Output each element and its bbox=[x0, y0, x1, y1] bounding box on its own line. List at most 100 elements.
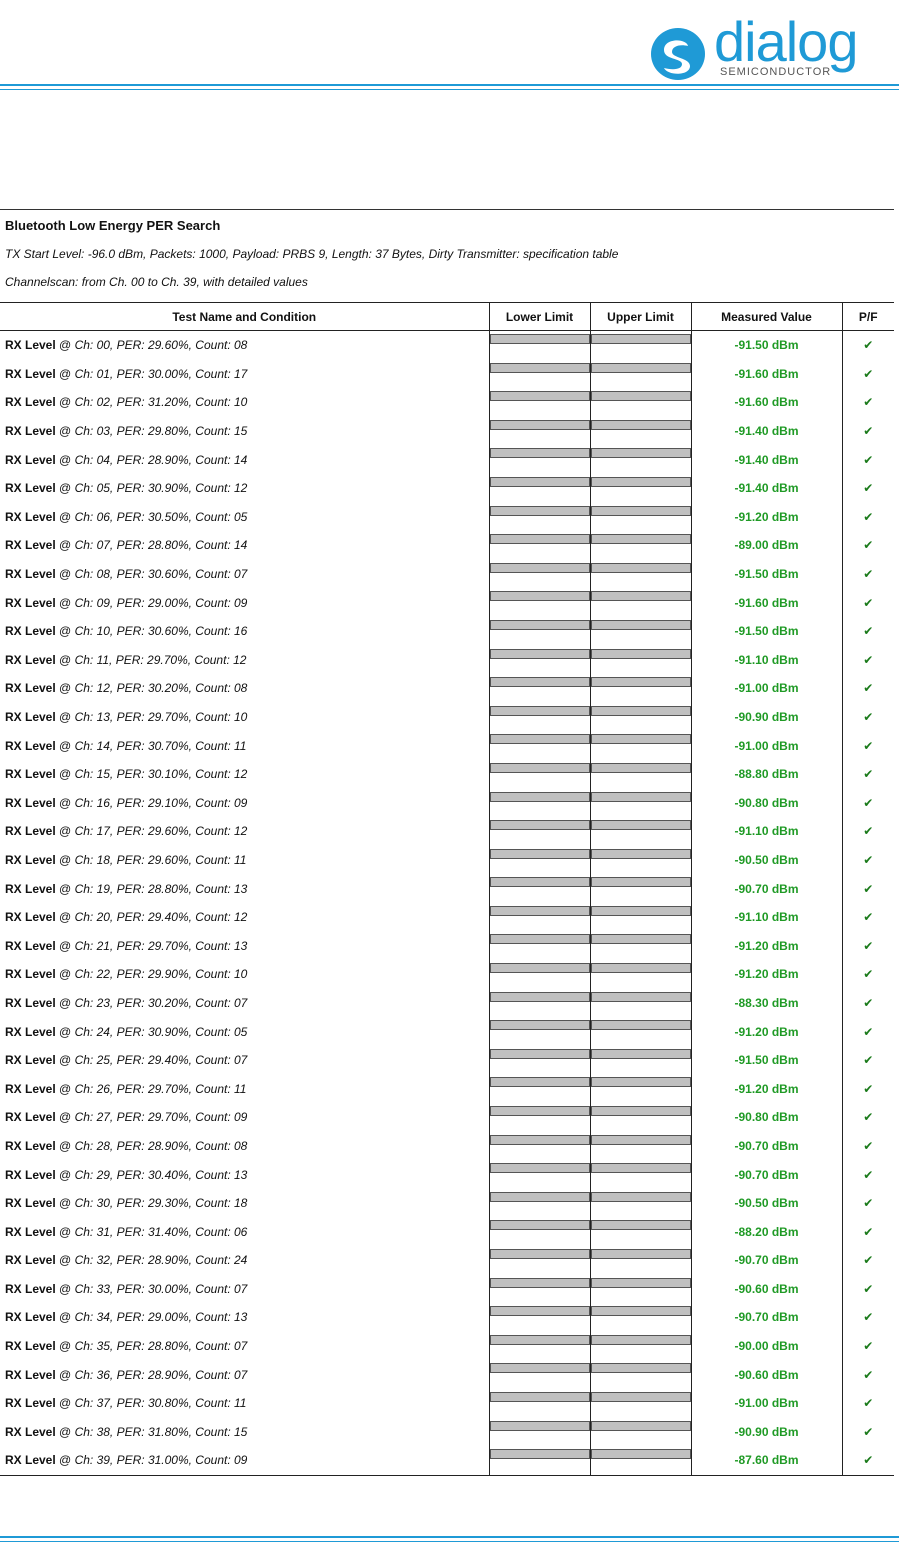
table-row: RX Level @ Ch: 29, PER: 30.40%, Count: 1… bbox=[0, 1160, 894, 1189]
test-name-at: @ bbox=[59, 1424, 72, 1439]
check-icon: ✔ bbox=[841, 731, 894, 760]
measured-value: -91.20 dBm bbox=[690, 1074, 842, 1104]
test-name-at: @ bbox=[59, 767, 72, 782]
lower-limit-cell bbox=[488, 502, 590, 532]
check-icon: ✔ bbox=[841, 531, 894, 560]
upper-limit-empty-bar bbox=[590, 619, 691, 630]
lower-limit-cell bbox=[488, 1017, 590, 1046]
test-name-cell: RX Level @ Ch: 07, PER: 28.80%, Count: 1… bbox=[0, 531, 489, 560]
measured-value: -91.50 dBm bbox=[690, 616, 842, 646]
upper-limit-cell bbox=[589, 1017, 691, 1046]
test-name-at: @ bbox=[59, 424, 72, 439]
upper-limit-cell bbox=[589, 1446, 691, 1476]
lower-limit-cell bbox=[488, 588, 590, 617]
upper-limit-cell bbox=[589, 1160, 691, 1189]
upper-limit-cell bbox=[589, 416, 691, 446]
lower-limit-empty-bar bbox=[489, 334, 590, 344]
test-name-cell: RX Level @ Ch: 16, PER: 29.10%, Count: 0… bbox=[0, 789, 489, 818]
lower-limit-cell bbox=[488, 1446, 590, 1476]
lower-limit-cell bbox=[488, 731, 590, 760]
lower-limit-cell bbox=[488, 1188, 590, 1218]
test-name-cell: RX Level @ Ch: 21, PER: 29.70%, Count: 1… bbox=[0, 931, 489, 960]
check-icon: ✔ bbox=[841, 1360, 894, 1389]
test-condition: Ch: 01, PER: 30.00%, Count: 17 bbox=[74, 366, 248, 381]
measured-value: -90.80 dBm bbox=[690, 1103, 842, 1132]
test-name-label: RX Level bbox=[5, 567, 56, 582]
test-name-label: RX Level bbox=[5, 1310, 56, 1325]
lower-limit-cell bbox=[488, 674, 590, 703]
test-condition: Ch: 16, PER: 29.10%, Count: 09 bbox=[74, 795, 248, 810]
check-icon: ✔ bbox=[841, 1017, 894, 1046]
check-icon: ✔ bbox=[841, 960, 894, 989]
test-name-at: @ bbox=[59, 1196, 72, 1211]
lower-limit-empty-bar bbox=[489, 791, 590, 802]
upper-limit-empty-bar bbox=[590, 848, 691, 859]
section-top-rule bbox=[0, 209, 894, 210]
measured-value: -90.70 dBm bbox=[690, 1160, 842, 1189]
lower-limit-cell bbox=[488, 1103, 590, 1132]
test-name-cell: RX Level @ Ch: 01, PER: 30.00%, Count: 1… bbox=[0, 360, 489, 389]
upper-limit-empty-bar bbox=[590, 505, 691, 516]
lower-limit-cell bbox=[488, 359, 590, 389]
test-name-cell: RX Level @ Ch: 30, PER: 29.30%, Count: 1… bbox=[0, 1189, 489, 1218]
test-name-label: RX Level bbox=[5, 1110, 56, 1125]
upper-limit-empty-bar bbox=[590, 1391, 691, 1402]
measured-value: -91.20 dBm bbox=[690, 931, 842, 961]
test-name-cell: RX Level @ Ch: 19, PER: 28.80%, Count: 1… bbox=[0, 874, 489, 903]
test-condition: Ch: 26, PER: 29.70%, Count: 11 bbox=[74, 1081, 247, 1096]
measured-value: -90.90 dBm bbox=[690, 702, 842, 732]
table-row: RX Level @ Ch: 01, PER: 30.00%, Count: 1… bbox=[0, 359, 894, 389]
test-name-cell: RX Level @ Ch: 15, PER: 30.10%, Count: 1… bbox=[0, 760, 489, 789]
check-icon: ✔ bbox=[841, 1446, 894, 1476]
measured-value: -91.10 dBm bbox=[690, 902, 842, 932]
check-icon: ✔ bbox=[841, 1131, 894, 1161]
test-name-label: RX Level bbox=[5, 852, 56, 867]
lower-limit-cell bbox=[488, 416, 590, 446]
test-name-at: @ bbox=[59, 1138, 72, 1153]
lower-limit-cell bbox=[488, 473, 590, 503]
lower-limit-cell bbox=[488, 616, 590, 646]
upper-limit-empty-bar bbox=[590, 877, 691, 888]
upper-limit-empty-bar bbox=[590, 534, 691, 545]
lower-limit-cell bbox=[488, 960, 590, 989]
check-icon: ✔ bbox=[841, 588, 894, 617]
table-row: RX Level @ Ch: 25, PER: 29.40%, Count: 0… bbox=[0, 1045, 894, 1075]
upper-limit-empty-bar bbox=[590, 1077, 691, 1088]
test-name-label: RX Level bbox=[5, 710, 56, 725]
upper-limit-empty-bar bbox=[590, 476, 691, 487]
test-condition: Ch: 37, PER: 30.80%, Count: 11 bbox=[74, 1396, 247, 1411]
table-row: RX Level @ Ch: 28, PER: 28.90%, Count: 0… bbox=[0, 1131, 894, 1161]
measured-value: -91.10 dBm bbox=[690, 817, 842, 846]
test-name-label: RX Level bbox=[5, 1253, 56, 1268]
lower-limit-cell bbox=[488, 388, 590, 417]
upper-limit-empty-bar bbox=[590, 648, 691, 659]
measured-value: -91.40 dBm bbox=[690, 416, 842, 446]
test-condition: Ch: 06, PER: 30.50%, Count: 05 bbox=[74, 509, 248, 524]
measured-value: -90.70 dBm bbox=[690, 874, 842, 903]
upper-limit-empty-bar bbox=[590, 562, 691, 573]
check-icon: ✔ bbox=[841, 1246, 894, 1275]
lower-limit-empty-bar bbox=[489, 705, 590, 716]
lower-limit-cell bbox=[488, 1074, 590, 1104]
upper-limit-empty-bar bbox=[590, 1048, 691, 1059]
upper-limit-empty-bar bbox=[590, 1306, 691, 1317]
lower-limit-empty-bar bbox=[489, 762, 590, 773]
upper-limit-empty-bar bbox=[590, 791, 691, 802]
test-name-at: @ bbox=[59, 624, 72, 639]
test-name-at: @ bbox=[59, 795, 72, 810]
measured-value: -90.70 dBm bbox=[690, 1246, 842, 1275]
lower-limit-cell bbox=[488, 931, 590, 961]
lower-limit-empty-bar bbox=[489, 1277, 590, 1288]
lower-limit-cell bbox=[488, 1303, 590, 1332]
test-name-at: @ bbox=[59, 1110, 72, 1125]
upper-limit-empty-bar bbox=[590, 1191, 691, 1202]
test-condition: Ch: 15, PER: 30.10%, Count: 12 bbox=[74, 767, 248, 782]
upper-limit-empty-bar bbox=[590, 591, 691, 602]
test-name-cell: RX Level @ Ch: 38, PER: 31.80%, Count: 1… bbox=[0, 1418, 489, 1447]
upper-limit-cell bbox=[589, 1131, 691, 1161]
upper-limit-empty-bar bbox=[590, 448, 691, 459]
lower-limit-empty-bar bbox=[489, 362, 590, 373]
test-name-cell: RX Level @ Ch: 13, PER: 29.70%, Count: 1… bbox=[0, 703, 489, 732]
table-row: RX Level @ Ch: 31, PER: 31.40%, Count: 0… bbox=[0, 1217, 894, 1246]
test-name-at: @ bbox=[59, 1310, 72, 1325]
